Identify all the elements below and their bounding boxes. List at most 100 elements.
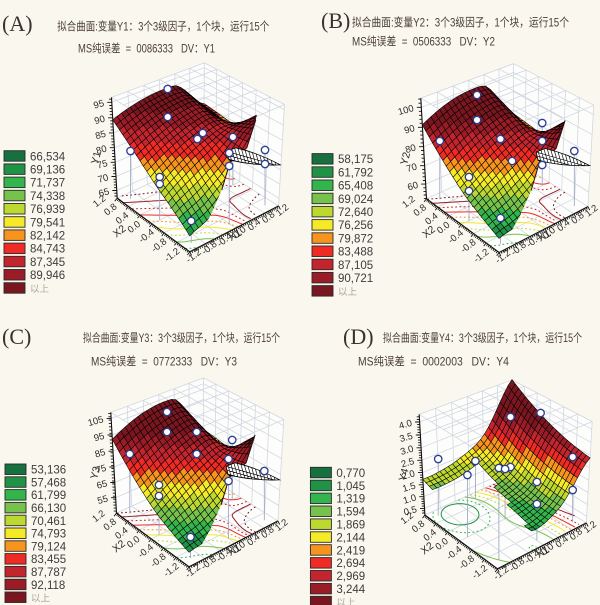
svg-text:75: 75 xyxy=(96,158,109,171)
svg-text:55: 55 xyxy=(96,494,109,507)
svg-text:X1: X1 xyxy=(536,228,553,245)
svg-text:1.5: 1.5 xyxy=(401,481,417,495)
svg-text:2.5: 2.5 xyxy=(400,456,416,470)
svg-text:3.0: 3.0 xyxy=(399,444,415,458)
svg-text:DV: DV xyxy=(181,42,195,55)
svg-text:1,594: 1,594 xyxy=(336,507,365,519)
svg-text:89,946: 89,946 xyxy=(30,270,65,282)
svg-text:0506333: 0506333 xyxy=(413,36,451,49)
svg-text:Y1: Y1 xyxy=(117,21,129,34)
svg-text:61,792: 61,792 xyxy=(338,167,373,179)
svg-text:0002003: 0002003 xyxy=(422,356,462,369)
svg-text:4.0: 4.0 xyxy=(398,418,414,432)
svg-text:1.0: 1.0 xyxy=(402,493,418,507)
svg-text:1: 1 xyxy=(494,17,499,30)
svg-text:Y3: Y3 xyxy=(225,356,237,369)
svg-text:95: 95 xyxy=(92,98,105,111)
svg-text::: : xyxy=(118,332,120,346)
svg-text:1,869: 1,869 xyxy=(336,520,365,532)
svg-text:2,419: 2,419 xyxy=(336,545,365,557)
svg-text:69,136: 69,136 xyxy=(30,165,65,177)
svg-text:DV: DV xyxy=(472,356,487,369)
svg-text:Y3: Y3 xyxy=(88,465,103,481)
svg-text:105: 105 xyxy=(87,414,105,429)
svg-text:90: 90 xyxy=(93,114,106,127)
svg-text:80: 80 xyxy=(404,143,417,156)
svg-text:15: 15 xyxy=(261,332,271,346)
svg-text:(A): (A) xyxy=(2,11,33,36)
svg-text:DV: DV xyxy=(459,36,473,49)
svg-text:(D): (D) xyxy=(343,324,374,349)
svg-text:92,118: 92,118 xyxy=(31,580,65,592)
svg-text:DV: DV xyxy=(201,356,216,369)
svg-text:82,142: 82,142 xyxy=(30,231,65,243)
svg-text:87,345: 87,345 xyxy=(30,257,65,269)
svg-text:87,105: 87,105 xyxy=(338,260,373,272)
svg-text:=: = xyxy=(126,42,132,55)
svg-text::: : xyxy=(95,21,98,34)
svg-text:X1: X1 xyxy=(226,542,243,559)
svg-text:58,175: 58,175 xyxy=(338,154,373,166)
svg-text:70: 70 xyxy=(97,172,110,185)
svg-text::: : xyxy=(419,332,421,346)
svg-text:76,256: 76,256 xyxy=(338,220,373,232)
svg-text:3: 3 xyxy=(459,332,464,346)
svg-text:3: 3 xyxy=(450,17,455,30)
svg-text:65,408: 65,408 xyxy=(338,181,373,193)
svg-text::: : xyxy=(391,17,394,30)
svg-text:3,244: 3,244 xyxy=(336,584,365,596)
svg-text:MS: MS xyxy=(352,36,367,49)
svg-text:0772333: 0772333 xyxy=(153,356,192,369)
svg-text:76,939: 76,939 xyxy=(30,204,65,216)
svg-text:61,799: 61,799 xyxy=(31,490,66,502)
svg-text:2,694: 2,694 xyxy=(336,558,365,570)
svg-text:72,640: 72,640 xyxy=(338,207,373,219)
svg-text:15: 15 xyxy=(563,332,573,346)
svg-text:2,144: 2,144 xyxy=(336,532,365,544)
svg-text:66,534: 66,534 xyxy=(30,151,66,163)
svg-text:79,872: 79,872 xyxy=(338,233,373,245)
svg-text:60: 60 xyxy=(406,180,419,193)
svg-text:=: = xyxy=(411,356,417,369)
svg-text:15: 15 xyxy=(249,21,260,34)
svg-text:Y1: Y1 xyxy=(203,42,215,55)
svg-text:Y4: Y4 xyxy=(397,467,412,483)
svg-text:1: 1 xyxy=(514,332,519,346)
svg-text:79,124: 79,124 xyxy=(31,541,67,553)
svg-text:75: 75 xyxy=(95,463,108,476)
svg-text:3: 3 xyxy=(435,17,440,30)
svg-text:1: 1 xyxy=(196,21,201,34)
svg-text:3: 3 xyxy=(153,21,158,34)
svg-text:74,793: 74,793 xyxy=(31,529,66,541)
svg-text:90,721: 90,721 xyxy=(338,273,373,285)
svg-text:3.5: 3.5 xyxy=(398,431,414,445)
svg-text:=: = xyxy=(142,356,148,369)
svg-text:X1: X1 xyxy=(227,227,244,244)
svg-text:70,461: 70,461 xyxy=(31,516,66,528)
svg-text:79,541: 79,541 xyxy=(30,217,65,229)
svg-text:65: 65 xyxy=(95,478,108,491)
svg-text:87,787: 87,787 xyxy=(31,567,66,579)
svg-text:Y2: Y2 xyxy=(398,151,413,167)
svg-text:=: = xyxy=(402,36,408,49)
svg-text:84,743: 84,743 xyxy=(30,244,65,256)
svg-text:Y2: Y2 xyxy=(413,17,425,30)
svg-text:1,045: 1,045 xyxy=(336,481,365,493)
svg-text:74,338: 74,338 xyxy=(30,191,65,203)
svg-text:71,737: 71,737 xyxy=(30,178,65,190)
svg-text:65: 65 xyxy=(97,186,110,199)
svg-text:Y2: Y2 xyxy=(483,36,495,49)
svg-text:MS: MS xyxy=(91,356,106,369)
svg-text:MS: MS xyxy=(78,42,92,55)
svg-text:3: 3 xyxy=(172,332,177,346)
svg-text:3: 3 xyxy=(473,332,478,346)
svg-text:(C): (C) xyxy=(2,324,31,349)
svg-text:53,136: 53,136 xyxy=(31,465,66,477)
svg-text:80: 80 xyxy=(95,144,108,157)
svg-text:Y4: Y4 xyxy=(496,356,509,369)
svg-text:83,488: 83,488 xyxy=(338,247,373,259)
svg-text:0086333: 0086333 xyxy=(136,42,173,55)
svg-text:0.5: 0.5 xyxy=(403,504,419,518)
svg-text:Y4: Y4 xyxy=(439,332,450,346)
svg-text:95: 95 xyxy=(93,431,106,444)
